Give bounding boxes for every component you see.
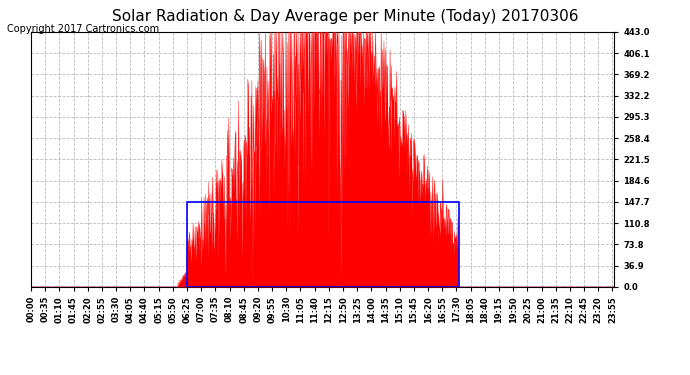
Text: Median (W/m2): Median (W/m2) — [423, 15, 512, 25]
Text: Radiation (W/m2): Radiation (W/m2) — [530, 15, 633, 25]
Bar — [187, 202, 459, 287]
Text: Copyright 2017 Cartronics.com: Copyright 2017 Cartronics.com — [7, 24, 159, 34]
Text: Solar Radiation & Day Average per Minute (Today) 20170306: Solar Radiation & Day Average per Minute… — [112, 9, 578, 24]
